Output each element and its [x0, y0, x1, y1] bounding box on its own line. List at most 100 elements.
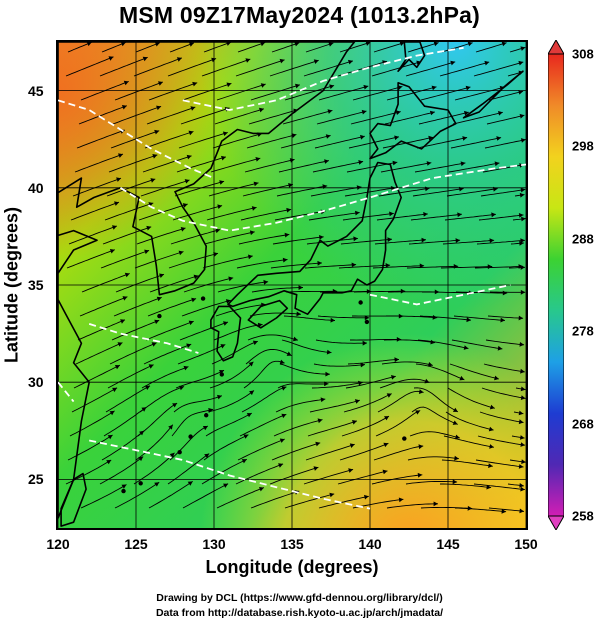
streamline-arrowhead	[488, 463, 493, 468]
streamline	[103, 406, 147, 437]
streamline-arrowhead	[358, 160, 364, 165]
streamline-arrowhead	[176, 57, 182, 62]
streamline	[281, 339, 332, 354]
streamline	[273, 419, 323, 437]
streamline-arrowhead	[255, 157, 261, 162]
streamline-arrowhead	[395, 110, 401, 115]
streamline	[450, 137, 502, 149]
streamline-arrowhead	[146, 225, 152, 231]
streamline-arrowhead	[384, 416, 389, 421]
streamline-arrowhead	[217, 204, 223, 209]
streamline	[440, 483, 492, 489]
streamline	[473, 483, 525, 491]
streamline	[381, 361, 433, 366]
streamline	[207, 390, 255, 413]
streamline-arrowhead	[117, 342, 123, 347]
streamline-arrowhead	[284, 232, 290, 238]
streamline-arrowhead	[248, 361, 254, 367]
streamline-arrowhead	[419, 263, 425, 269]
streamline	[176, 156, 227, 173]
streamline	[237, 42, 266, 53]
streamline-arrowhead	[249, 390, 254, 396]
streamline	[106, 178, 156, 197]
streamline-arrowhead	[121, 484, 127, 489]
streamline	[239, 413, 287, 437]
streamline	[318, 495, 369, 509]
streamline-arrowhead	[360, 134, 365, 140]
streamline-arrowhead	[328, 42, 334, 47]
streamline	[174, 180, 225, 197]
streamline	[481, 387, 526, 399]
streamline	[175, 369, 225, 389]
streamline-arrowhead	[317, 260, 322, 266]
x-tick-label: 120	[46, 536, 70, 552]
streamline-arrowhead	[281, 413, 287, 419]
streamline-arrowhead	[259, 487, 264, 492]
streamline-arrowhead	[286, 207, 292, 213]
coastline	[60, 472, 87, 527]
streamline-arrowhead	[433, 501, 438, 507]
colorbar-tick-label: 278	[572, 323, 594, 339]
streamline-arrowhead	[325, 134, 331, 139]
credit-drawing: Drawing by DCL (https://www.gfd-dennou.o…	[156, 592, 443, 604]
streamline	[475, 42, 507, 53]
credit-data-source: Data from http://database.rish.kyoto-u.a…	[155, 607, 444, 619]
streamline-arrowhead	[141, 407, 147, 412]
streamline	[215, 303, 266, 317]
isotherm-contour	[88, 323, 199, 354]
streamline	[217, 281, 269, 293]
y-tick-label: 40	[28, 179, 44, 196]
streamline-arrowhead	[400, 288, 406, 294]
streamline-arrowhead	[398, 497, 404, 503]
streamline-arrowhead	[386, 393, 392, 398]
y-tick-label: 25	[28, 471, 44, 488]
streamline-arrowhead	[418, 389, 424, 394]
streamline-arrowhead	[187, 481, 193, 486]
streamline-arrowhead	[291, 133, 297, 138]
streamline-arrowhead	[354, 399, 360, 404]
streamline-arrowhead	[158, 81, 163, 86]
coastline	[58, 42, 356, 519]
streamline	[271, 442, 321, 461]
streamline-arrowhead	[204, 453, 210, 459]
streamline-arrowhead	[324, 159, 329, 164]
streamline-arrowhead	[279, 359, 285, 365]
streamline-arrowhead	[251, 206, 257, 211]
streamline-arrowhead	[219, 370, 224, 375]
streamline-arrowhead	[208, 408, 214, 413]
streamline	[413, 387, 459, 413]
streamline	[107, 364, 154, 389]
streamline-arrowhead	[154, 319, 160, 325]
streamline-arrowhead	[215, 228, 221, 234]
streamline-arrowhead	[362, 340, 367, 346]
streamline-arrowhead	[112, 225, 117, 230]
streamline-arrowhead	[211, 57, 217, 63]
streamline	[67, 434, 113, 461]
streamline	[269, 59, 319, 77]
streamline-arrowhead	[286, 351, 292, 356]
streamline-arrowhead	[243, 434, 249, 439]
streamline-arrowhead	[518, 464, 524, 469]
streamline	[113, 296, 162, 317]
streamline	[183, 277, 234, 293]
streamline-arrowhead	[417, 472, 423, 478]
streamline-arrowhead	[190, 106, 196, 111]
streamline-arrowhead	[520, 442, 526, 447]
streamline-arrowhead	[315, 441, 321, 447]
streamline	[182, 82, 232, 101]
streamline-arrowhead	[281, 386, 287, 391]
streamline	[344, 187, 396, 197]
streamline-arrowhead	[221, 155, 226, 161]
streamline-arrowhead	[223, 483, 229, 488]
streamline	[148, 481, 193, 509]
streamline	[345, 375, 396, 389]
streamline-arrowhead	[327, 109, 333, 114]
island	[364, 319, 370, 325]
streamline	[350, 111, 401, 125]
streamline	[100, 249, 150, 269]
streamline	[277, 383, 329, 389]
colorbar-tick-label: 268	[572, 416, 594, 432]
streamline	[79, 296, 128, 317]
streamline-arrowhead	[213, 252, 218, 257]
colorbar-top-arrow	[548, 40, 564, 55]
